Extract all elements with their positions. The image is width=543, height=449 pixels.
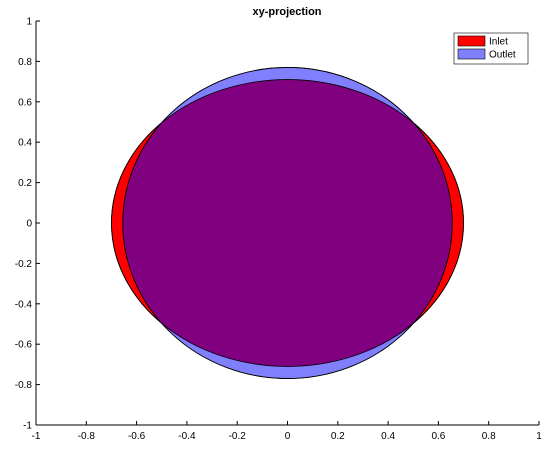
- y-tick-label: -0.8: [15, 380, 33, 391]
- x-axis-ticks: -1 -0.8 -0.6 -0.4 -0.2 0 0.2 0.4 0.6 0.8 1: [32, 421, 542, 442]
- y-tick-label: 0.6: [18, 97, 32, 108]
- legend-label: Inlet: [489, 37, 508, 48]
- legend-label: Outlet: [489, 50, 516, 61]
- chart-title: xy-projection: [252, 6, 321, 18]
- x-tick-label: 0.6: [431, 431, 445, 442]
- inlet-outline: [111, 79, 464, 367]
- y-tick-label: -1: [23, 421, 32, 432]
- x-tick-label: 1: [536, 431, 542, 442]
- x-tick-label: 0.2: [331, 431, 345, 442]
- x-tick-label: -0.6: [128, 431, 146, 442]
- y-tick-label: 1: [26, 17, 32, 28]
- y-axis-ticks: -1 -0.8 -0.6 -0.4 -0.2 0 0.2 0.4 0.6 0.8 1: [15, 17, 40, 432]
- x-tick-label: 0.4: [381, 431, 395, 442]
- overlap-region: [122, 79, 453, 367]
- x-tick-label: -0.4: [178, 431, 196, 442]
- y-tick-label: -0.6: [15, 340, 33, 351]
- plot-area: [111, 67, 464, 379]
- legend-swatch: [457, 48, 486, 60]
- x-tick-label: 0: [285, 431, 291, 442]
- legend-swatch: [457, 35, 486, 47]
- x-tick-label: -1: [32, 431, 41, 442]
- y-tick-label: 0.8: [18, 57, 32, 68]
- y-tick-label: 0.4: [18, 138, 32, 149]
- outlet-outline: [122, 67, 453, 379]
- y-tick-label: -0.4: [15, 299, 33, 310]
- x-tick-label: 0.8: [482, 431, 496, 442]
- y-tick-label: 0.2: [18, 178, 32, 189]
- legend: Inlet Outlet: [453, 32, 529, 65]
- x-tick-label: -0.2: [229, 431, 247, 442]
- y-tick-label: 0: [26, 219, 32, 230]
- y-tick-label: -0.2: [15, 259, 33, 270]
- x-tick-label: -0.8: [78, 431, 96, 442]
